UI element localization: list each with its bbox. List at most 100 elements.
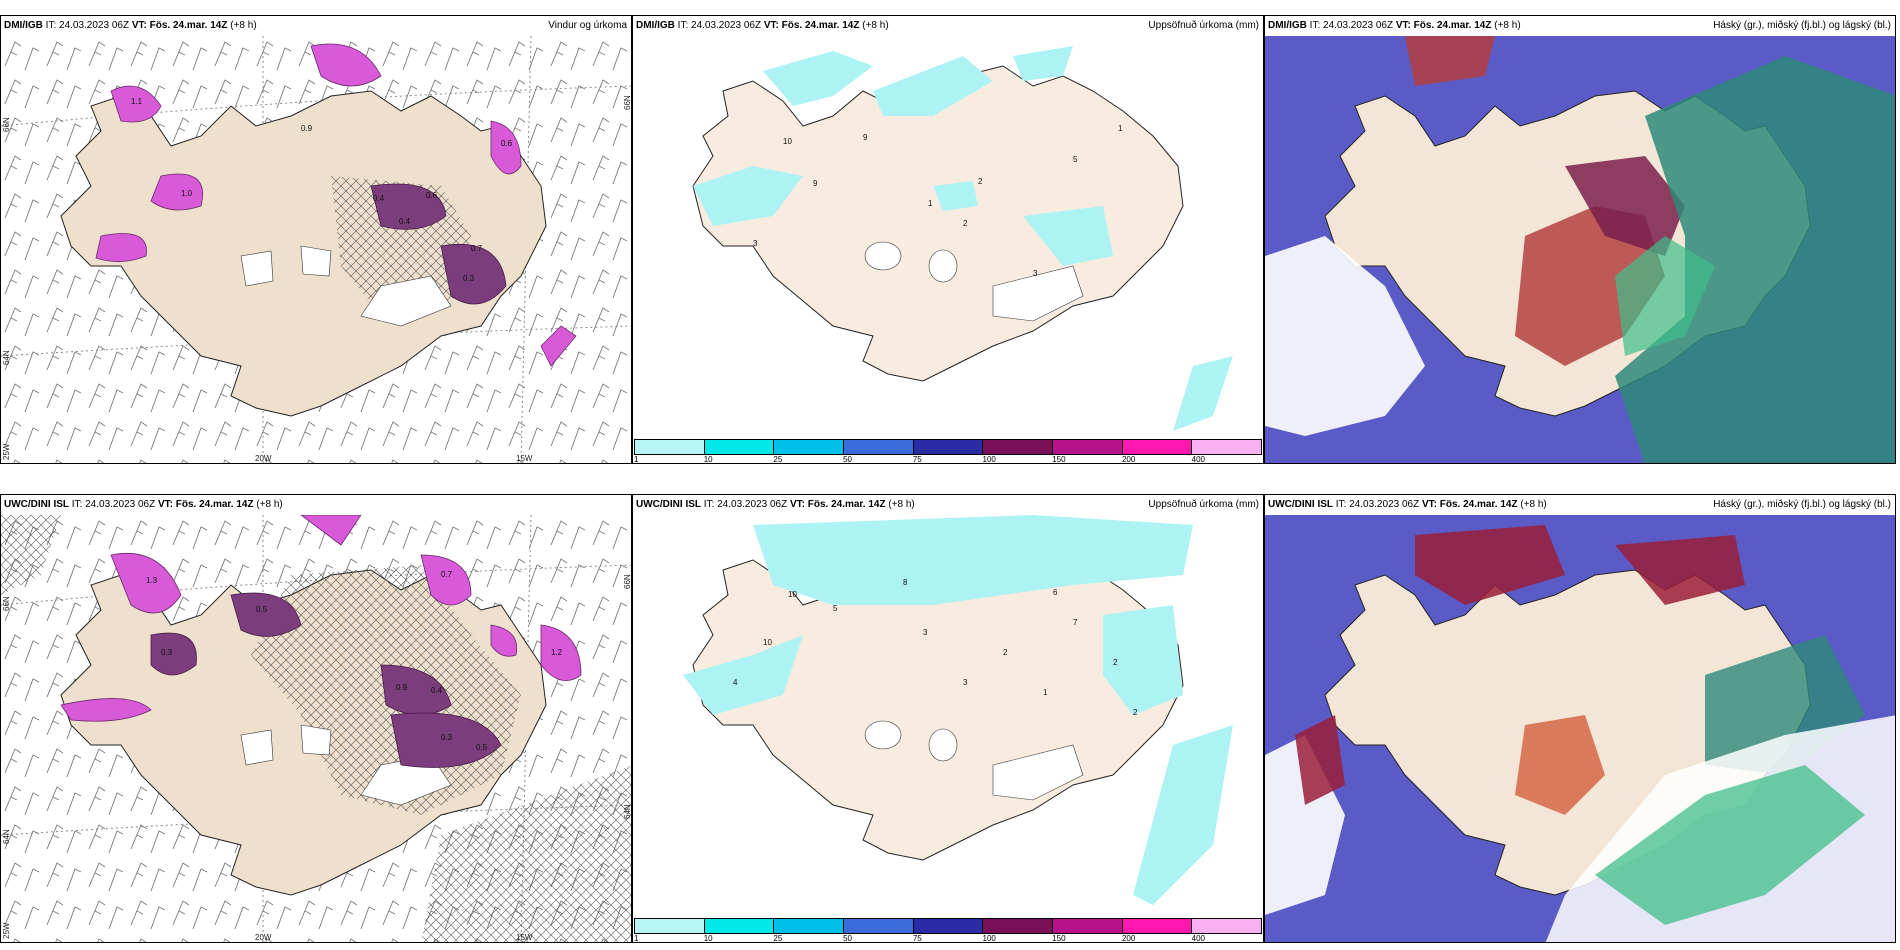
panel-title: Háský (gr.), miðský (fj.bl.) og lágský (… bbox=[1713, 499, 1891, 510]
colorbar-tick: 10 bbox=[703, 455, 713, 464]
init-time: IT: 24.03.2023 06Z bbox=[703, 499, 788, 510]
colorbar-tick: 50 bbox=[843, 455, 853, 464]
svg-text:0.7: 0.7 bbox=[471, 244, 483, 253]
accum-labels: 10 8 10 5 3 4 6 7 2 3 2 1 2 bbox=[733, 578, 1138, 717]
colorbar-swatch bbox=[913, 440, 984, 454]
svg-text:1: 1 bbox=[1043, 688, 1048, 697]
colorbar-swatch bbox=[1122, 440, 1193, 454]
svg-text:9: 9 bbox=[863, 133, 868, 142]
panel-title: Háský (gr.), miðský (fj.bl.) og lágský (… bbox=[1713, 20, 1891, 31]
lon-label: 20W bbox=[255, 454, 272, 463]
row1-accum-panel: DMI/IGB IT: 24.03.2023 06Z VT: Fös. 24.m… bbox=[632, 15, 1264, 464]
svg-text:0.6: 0.6 bbox=[501, 139, 513, 148]
precip-areas bbox=[60, 515, 582, 768]
panel-title: Uppsöfnuð úrkoma (mm) bbox=[1148, 20, 1259, 31]
valid-time: VT: Fös. 24.mar. 14Z bbox=[131, 20, 228, 31]
lon-label: 25W bbox=[2, 443, 11, 460]
init-time: IT: 24.03.2023 06Z bbox=[677, 20, 762, 31]
colorbar-tick: 75 bbox=[912, 934, 922, 943]
glacier bbox=[928, 728, 958, 762]
high-cloud bbox=[1615, 236, 1715, 356]
accum-shading bbox=[683, 515, 1233, 905]
lead-time: (+8 h) bbox=[862, 20, 889, 31]
lon-label: 20W bbox=[255, 933, 272, 942]
svg-text:3: 3 bbox=[963, 678, 968, 687]
svg-text:0.5: 0.5 bbox=[476, 743, 488, 752]
cloud-map bbox=[1265, 515, 1895, 942]
svg-text:0.4: 0.4 bbox=[399, 217, 411, 226]
lon-label: 15W bbox=[516, 454, 533, 463]
svg-text:0.3: 0.3 bbox=[161, 648, 173, 657]
panel-header: UWC/DINI ISL IT: 24.03.2023 06Z VT: Fös.… bbox=[1, 495, 631, 515]
lead-time: (+8 h) bbox=[256, 499, 283, 510]
valid-time: VT: Fös. 24.mar. 14Z bbox=[1421, 499, 1518, 510]
svg-text:6: 6 bbox=[1053, 588, 1058, 597]
svg-text:0.6: 0.6 bbox=[426, 191, 438, 200]
accum-labels: 10 9 9 2 2 5 1 3 3 1 bbox=[753, 124, 1123, 278]
model-source: UWC/DINI ISL bbox=[636, 499, 701, 510]
panel-title: Vindur og úrkoma bbox=[548, 20, 627, 31]
svg-text:1: 1 bbox=[928, 199, 933, 208]
svg-text:0.5: 0.5 bbox=[256, 605, 268, 614]
accum-map: 10 9 9 2 2 5 1 3 3 1 bbox=[692, 46, 1233, 431]
svg-text:0.3: 0.3 bbox=[441, 733, 453, 742]
row2-cloud-panel: UWC/DINI ISL IT: 24.03.2023 06Z VT: Fös.… bbox=[1264, 494, 1896, 943]
svg-text:1.0: 1.0 bbox=[181, 189, 193, 198]
mid-cloud bbox=[1515, 715, 1605, 815]
colorbar-swatch bbox=[1053, 440, 1123, 454]
init-time: IT: 24.03.2023 06Z bbox=[45, 20, 130, 31]
svg-text:1: 1 bbox=[1118, 124, 1123, 133]
colorbar-tick: 150 bbox=[1052, 934, 1066, 943]
iceland-land bbox=[692, 65, 1184, 382]
mid-cloud bbox=[1295, 715, 1345, 805]
svg-text:5: 5 bbox=[1073, 155, 1078, 164]
lon-label: 15W bbox=[516, 933, 533, 942]
svg-text:1.1: 1.1 bbox=[131, 97, 143, 106]
colorbar-tick: 1 bbox=[634, 934, 639, 943]
colorbar-tick: 200 bbox=[1121, 455, 1136, 464]
svg-text:3: 3 bbox=[1033, 269, 1038, 278]
init-time: IT: 24.03.2023 06Z bbox=[1309, 20, 1394, 31]
panel-header: DMI/IGB IT: 24.03.2023 06Z VT: Fös. 24.m… bbox=[1265, 16, 1895, 36]
precip-areas bbox=[95, 43, 577, 367]
colorbar-swatch bbox=[635, 440, 705, 454]
svg-text:10: 10 bbox=[763, 638, 772, 647]
colorbar-swatch bbox=[983, 440, 1054, 454]
mid-cloud bbox=[1405, 36, 1495, 86]
colorbar-swatch bbox=[704, 919, 775, 933]
accum-map: 10 8 10 5 3 4 6 7 2 3 2 1 2 bbox=[683, 515, 1233, 905]
init-time: IT: 24.03.2023 06Z bbox=[71, 499, 156, 510]
colorbar-tick: 200 bbox=[1121, 934, 1136, 943]
row2-accum-panel: UWC/DINI ISL IT: 24.03.2023 06Z VT: Fös.… bbox=[632, 494, 1264, 943]
init-time: IT: 24.03.2023 06Z bbox=[1335, 499, 1420, 510]
colorbar-swatch bbox=[1192, 440, 1262, 454]
colorbar-tick: 100 bbox=[982, 934, 996, 943]
lat-label: 64N bbox=[2, 829, 11, 844]
colorbar-tick: 1 bbox=[634, 455, 639, 464]
model-source: DMI/IGB bbox=[4, 20, 43, 31]
panel-header: UWC/DINI ISL IT: 24.03.2023 06Z VT: Fös.… bbox=[633, 495, 1263, 515]
lead-time: (+8 h) bbox=[230, 20, 257, 31]
colorbar-tick: 75 bbox=[912, 455, 922, 464]
row1-cloud-panel: DMI/IGB IT: 24.03.2023 06Z VT: Fös. 24.m… bbox=[1264, 15, 1896, 464]
colorbar-swatch bbox=[704, 440, 775, 454]
colorbar-swatch bbox=[983, 919, 1054, 933]
svg-text:9: 9 bbox=[813, 179, 818, 188]
lead-time: (+8 h) bbox=[1494, 20, 1521, 31]
colorbar-tick: 150 bbox=[1052, 455, 1066, 464]
model-source: DMI/IGB bbox=[636, 20, 675, 31]
svg-text:10: 10 bbox=[783, 137, 792, 146]
gridlines bbox=[1, 515, 631, 942]
lon-label: 25W bbox=[2, 922, 11, 939]
svg-text:0.9: 0.9 bbox=[301, 124, 313, 133]
model-source: DMI/IGB bbox=[1268, 20, 1307, 31]
precip-labels: 0.7 1.3 0.5 0.3 0.9 0.4 0.3 0.5 1.2 bbox=[146, 570, 563, 752]
colorbar-ticks: 1 10 25 50 75 100 150 200 400 bbox=[634, 455, 1262, 464]
glacier bbox=[992, 744, 1084, 801]
svg-text:2: 2 bbox=[1003, 648, 1008, 657]
precip-labels: 0.4 0.6 0.4 0.7 0.3 1.0 0.9 1.1 0.6 bbox=[131, 97, 513, 283]
panel-title: Uppsöfnuð úrkoma (mm) bbox=[1148, 499, 1259, 510]
lead-time: (+8 h) bbox=[1520, 499, 1547, 510]
colorbar-swatch bbox=[844, 919, 914, 933]
panel-header: DMI/IGB IT: 24.03.2023 06Z VT: Fös. 24.m… bbox=[633, 16, 1263, 36]
